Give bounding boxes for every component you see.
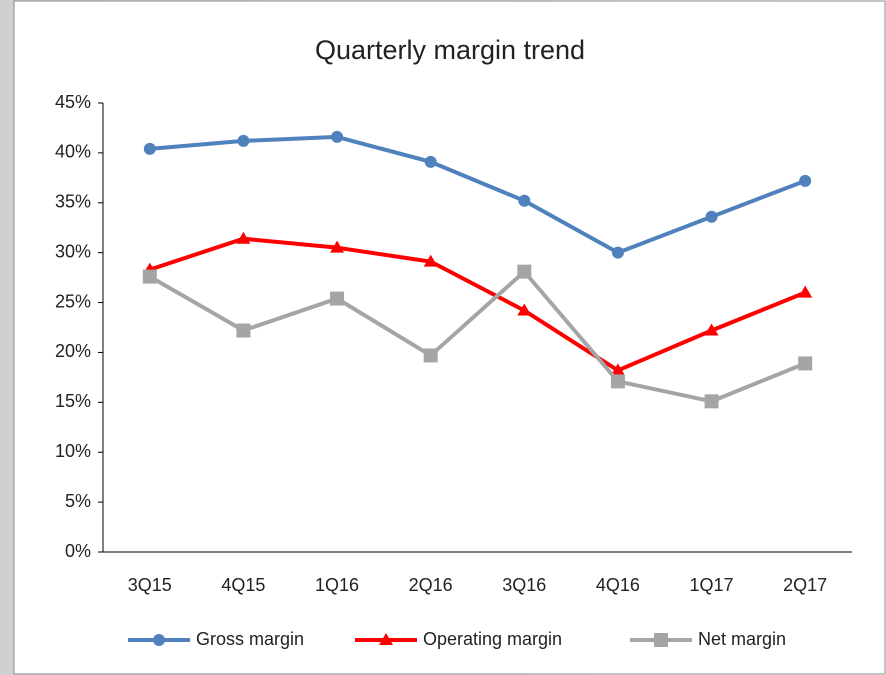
- series-line: [149, 236, 806, 373]
- marker: [799, 174, 812, 187]
- y-tick-label: 10%: [55, 441, 91, 461]
- y-tick-label: 5%: [65, 491, 91, 511]
- chart-title: Quarterly margin trend: [315, 35, 585, 65]
- y-tick-label: 40%: [55, 142, 91, 162]
- marker: [611, 246, 624, 259]
- marker: [330, 291, 345, 306]
- marker: [704, 394, 719, 409]
- marker: [424, 155, 437, 168]
- marker: [379, 633, 393, 645]
- x-tick-label: 1Q16: [315, 575, 359, 595]
- x-tick-label: 1Q17: [690, 575, 734, 595]
- marker: [798, 356, 813, 371]
- marker: [330, 240, 345, 253]
- marker: [517, 264, 532, 279]
- marker: [798, 285, 813, 298]
- y-tick-label: 30%: [55, 241, 91, 261]
- y-tick-label: 15%: [55, 391, 91, 411]
- x-tick-label: 3Q15: [128, 575, 172, 595]
- marker: [331, 130, 344, 143]
- marker: [518, 194, 531, 207]
- y-tick-label: 35%: [55, 192, 91, 212]
- marker: [704, 323, 719, 336]
- y-tick-label: 0%: [65, 541, 91, 561]
- y-tick-label: 45%: [55, 92, 91, 112]
- legend-label: Gross margin: [196, 629, 304, 649]
- y-tick-label: 25%: [55, 291, 91, 311]
- legend-label: Operating margin: [423, 629, 562, 649]
- x-tick-label: 4Q15: [221, 575, 265, 595]
- marker: [705, 210, 718, 223]
- marker: [236, 323, 251, 338]
- marker: [423, 348, 438, 363]
- marker: [610, 363, 625, 376]
- x-tick-label: 3Q16: [502, 575, 546, 595]
- marker: [142, 269, 157, 284]
- marker: [143, 142, 156, 155]
- marker: [517, 303, 532, 316]
- marker: [153, 634, 165, 646]
- marker: [654, 633, 668, 647]
- x-tick-label: 2Q17: [783, 575, 827, 595]
- x-tick-label: 2Q16: [409, 575, 453, 595]
- marker: [237, 134, 250, 147]
- x-tick-label: 4Q16: [596, 575, 640, 595]
- legend-label: Net margin: [698, 629, 786, 649]
- marker: [423, 254, 438, 267]
- y-tick-label: 20%: [55, 341, 91, 361]
- series-line: [149, 134, 806, 255]
- series-line: [148, 269, 806, 404]
- marker: [610, 374, 625, 389]
- marker: [236, 231, 251, 244]
